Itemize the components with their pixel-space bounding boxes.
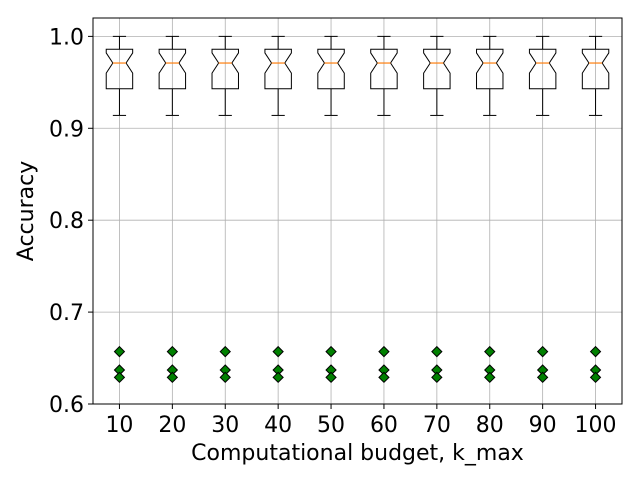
outlier-point [589, 371, 602, 384]
outlier-point [113, 345, 126, 358]
notched-box [581, 48, 610, 90]
outlier-point [166, 345, 179, 358]
y-tick-label: 1.0 [49, 25, 84, 50]
y-tick-label: 0.7 [49, 301, 84, 326]
notched-box [370, 48, 398, 90]
box-20 [158, 35, 187, 384]
outlier-point [536, 371, 549, 384]
outlier-point [272, 371, 284, 384]
notched-box [317, 48, 345, 90]
outlier-point [166, 371, 179, 384]
x-tick-label: 60 [370, 413, 398, 438]
x-tick-label: 20 [158, 413, 186, 438]
y-tick-label: 0.8 [49, 209, 84, 234]
box-70 [423, 35, 451, 384]
x-tick-label: 40 [264, 413, 292, 438]
outlier-point [431, 345, 443, 358]
x-tick-label: 70 [423, 413, 451, 438]
outlier-point [113, 371, 126, 384]
outlier-point [431, 371, 443, 384]
x-axis-label: Computational budget, k_max [191, 441, 524, 466]
box-series [105, 35, 610, 384]
outlier-point [219, 345, 231, 358]
box-100 [581, 35, 610, 384]
box-50 [317, 35, 345, 384]
outlier-point [325, 371, 337, 384]
notched-box [211, 48, 239, 90]
outlier-point [272, 345, 284, 358]
outlier-point [484, 371, 496, 384]
axis-ticks: 10 20 30 40 50 60 70 80 90 100 0.6 0.7 0.8 0.9 1.0 [49, 25, 617, 438]
notched-box [423, 48, 451, 90]
outlier-point [536, 345, 549, 358]
outlier-point [219, 371, 231, 384]
y-tick-label: 0.9 [49, 117, 84, 142]
box-60 [370, 35, 398, 384]
notched-box [528, 48, 557, 90]
outlier-point [378, 371, 390, 384]
box-90 [528, 35, 557, 384]
x-tick-label: 90 [529, 413, 557, 438]
x-tick-label: 100 [575, 413, 617, 438]
x-tick-label: 10 [105, 413, 133, 438]
outlier-point [589, 345, 602, 358]
y-axis-label: Accuracy [14, 161, 39, 261]
notched-box [158, 48, 187, 90]
box-30 [211, 35, 239, 384]
notched-box [105, 48, 134, 90]
outlier-point [378, 345, 390, 358]
outlier-point [484, 345, 496, 358]
notched-box [264, 48, 292, 90]
x-tick-label: 30 [211, 413, 239, 438]
box-80 [476, 35, 504, 384]
outlier-point [325, 345, 337, 358]
y-tick-label: 0.6 [49, 393, 84, 418]
notched-box [476, 48, 504, 90]
x-tick-label: 80 [476, 413, 504, 438]
x-tick-label: 50 [317, 413, 345, 438]
box-10 [105, 35, 134, 384]
plot-frame [92, 17, 623, 405]
box-40 [264, 35, 292, 384]
